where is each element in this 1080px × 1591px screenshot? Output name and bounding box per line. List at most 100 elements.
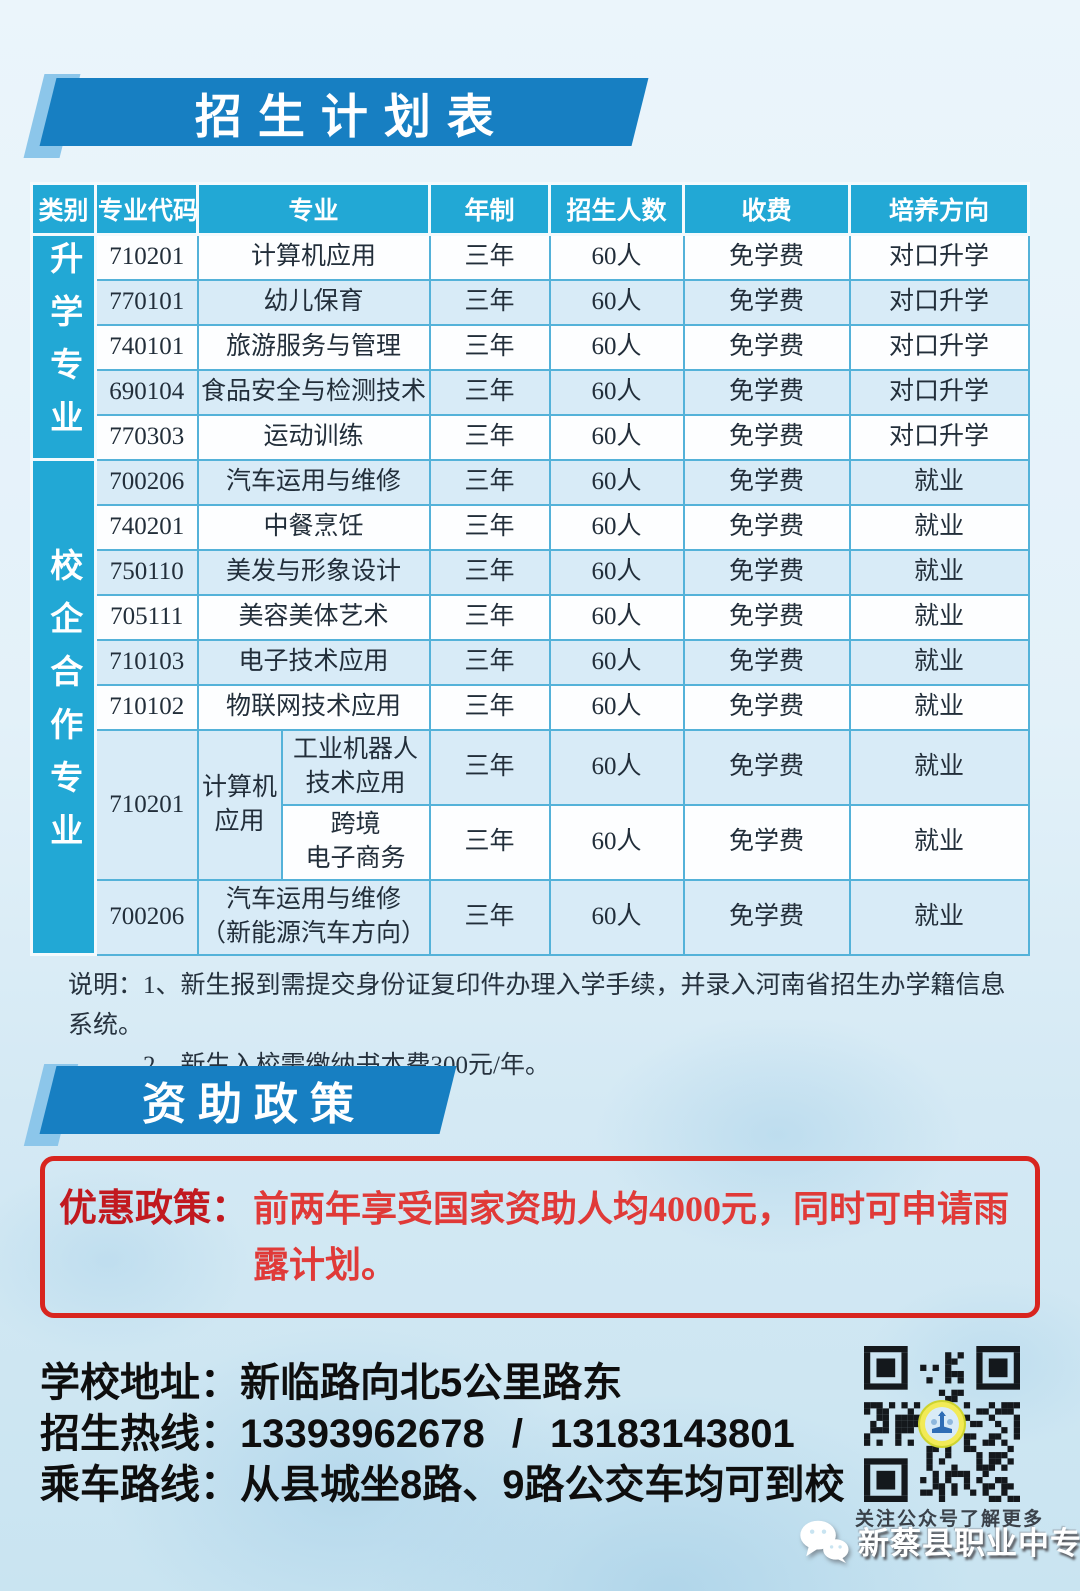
- school-name: 新蔡县职业中专: [858, 1526, 1080, 1561]
- table-cell: 美容美体艺术: [196, 593, 431, 641]
- column-header: 类别: [30, 182, 97, 236]
- policy-text: 前两年享受国家资助人均4000元，同时可申请雨露计划。: [253, 1189, 1010, 1285]
- table-cell: 60人: [548, 593, 685, 641]
- table-cell: 60人: [548, 458, 685, 506]
- table-cell: 60人: [548, 368, 685, 416]
- table-cell: 770303: [94, 413, 199, 461]
- table-cell: 三年: [428, 233, 551, 281]
- category-cell: 升学专业: [30, 233, 97, 461]
- table-cell: 60人: [548, 683, 685, 731]
- table-row: 升学专业 710201 计算机应用 三年 60人 免学费 对口升学: [30, 233, 1030, 461]
- table-cell: 就业: [848, 503, 1030, 551]
- table-cell: 免学费: [682, 728, 851, 806]
- column-header: 招生人数: [548, 182, 686, 236]
- enrollment-plan-title: 招生计划表: [194, 89, 510, 143]
- hotline-label: 招生热线：: [40, 1412, 240, 1456]
- table-cell: 食品安全与检测技术: [196, 368, 431, 416]
- table-cell: 汽车运用与维修 （新能源汽车方向）: [196, 878, 431, 956]
- table-cell: 705111: [94, 593, 199, 641]
- table-cell: 免学费: [682, 548, 851, 596]
- qr-code: [864, 1346, 1020, 1502]
- table-cell: 700206: [94, 458, 199, 506]
- table-cell: 对口升学: [848, 233, 1030, 281]
- funding-policy-banner: 资助政策: [23, 1064, 457, 1146]
- table-cell: 免学费: [682, 503, 851, 551]
- table-row: 770303 运动训练 三年 60人 免学费 对口升学: [32, 413, 1030, 461]
- table-cell: 计算机 应用: [196, 728, 283, 881]
- note-line-1: 说明：1、新生报到需提交身份证复印件办理入学手续，并录入河南省招生办学籍信息系统…: [68, 972, 1006, 1039]
- qr-code-pattern: [864, 1346, 1020, 1502]
- table-cell: 旅游服务与管理: [196, 323, 431, 371]
- table-cell: 对口升学: [848, 368, 1030, 416]
- table-cell: 电子技术应用: [196, 638, 431, 686]
- wechat-icon: [800, 1520, 849, 1563]
- enrollment-plan-banner: 招生计划表: [23, 74, 649, 158]
- table-cell: 就业: [848, 593, 1030, 641]
- table-cell: 740101: [94, 323, 199, 371]
- table-cell: 免学费: [682, 413, 851, 461]
- table-cell: 三年: [428, 323, 551, 371]
- table-cell: 60人: [548, 638, 685, 686]
- table-cell: 700206: [94, 878, 199, 956]
- school-address-line: 学校地址：新临路向北5公里路东: [40, 1358, 845, 1409]
- table-cell: 就业: [848, 458, 1030, 506]
- table-cell: 710201: [94, 728, 199, 881]
- table-cell: 三年: [428, 548, 551, 596]
- enrollment-plan-table: 类别 专业代码 专业 年制 招生人数 收费 培养方向 升学专业 710201 计算机应用 三年 60人…: [30, 182, 1031, 956]
- table-cell: 就业: [848, 878, 1030, 956]
- table-cell: 60人: [548, 803, 685, 881]
- column-header: 培养方向: [848, 182, 1031, 236]
- table-cell: 免学费: [682, 683, 851, 731]
- table-cell: 三年: [428, 458, 551, 506]
- table-cell: 750110: [94, 548, 199, 596]
- table-cell: 就业: [848, 803, 1030, 881]
- table-cell: 免学费: [682, 638, 851, 686]
- table-cell: 60人: [548, 323, 685, 371]
- table-cell: 三年: [428, 728, 551, 806]
- table-cell: 60人: [548, 413, 685, 461]
- table-cell: 免学费: [682, 593, 851, 641]
- preferential-policy-box: 优惠政策： 前两年享受国家资助人均4000元，同时可申请雨露计划。: [40, 1156, 1040, 1318]
- table-cell: 60人: [548, 503, 685, 551]
- table-cell: 工业机器人 技术应用: [280, 728, 431, 806]
- table-cell: 三年: [428, 368, 551, 416]
- table-cell: 三年: [428, 503, 551, 551]
- table-cell: 免学费: [682, 323, 851, 371]
- column-header: 收费: [682, 182, 852, 236]
- table-row: 710102 物联网技术应用 三年 60人 免学费 就业: [32, 683, 1030, 731]
- column-header: 专业: [195, 182, 432, 236]
- table-cell: 就业: [848, 683, 1030, 731]
- school-emblem-icon: [925, 1407, 959, 1441]
- table-cell: 770101: [94, 278, 199, 326]
- table-row: 710201 计算机 应用 工业机器人 技术应用 三年 60人 免学费 就业: [32, 728, 1030, 881]
- table-row: 770101 幼儿保育 三年 60人 免学费 对口升学: [32, 278, 1030, 326]
- table-cell: 就业: [848, 728, 1030, 806]
- banner-bar: 资助政策: [39, 1066, 457, 1134]
- contact-block: 学校地址：新临路向北5公里路东 招生热线：13393962678 / 13183…: [40, 1358, 845, 1511]
- table-cell: 美发与形象设计: [196, 548, 431, 596]
- policy-label: 优惠政策：: [59, 1188, 250, 1230]
- table-cell: 60人: [548, 728, 685, 806]
- table-cell: 对口升学: [848, 278, 1030, 326]
- table-cell: 计算机应用: [196, 233, 431, 281]
- table-cell: 汽车运用与维修: [196, 458, 431, 506]
- table-cell: 三年: [428, 278, 551, 326]
- table-cell: 三年: [428, 878, 551, 956]
- table-cell: 免学费: [682, 803, 851, 881]
- table-cell: 60人: [548, 278, 685, 326]
- bus-route-line: 乘车路线：从县城坐8路、9路公交车均可到校: [40, 1460, 845, 1511]
- address-label: 学校地址：: [40, 1361, 240, 1405]
- table-cell: 运动训练: [196, 413, 431, 461]
- table-cell: 幼儿保育: [196, 278, 431, 326]
- table-cell: 60人: [548, 233, 685, 281]
- table-row: 跨境 电子商务 三年 60人 免学费 就业: [32, 803, 1030, 881]
- table-row: 710103 电子技术应用 三年 60人 免学费 就业: [32, 638, 1030, 686]
- table-row: 700206 汽车运用与维修 （新能源汽车方向） 三年 60人 免学费 就业: [32, 878, 1030, 956]
- table-row: 750110 美发与形象设计 三年 60人 免学费 就业: [32, 548, 1030, 596]
- table-row: 740101 旅游服务与管理 三年 60人 免学费 对口升学: [32, 323, 1030, 371]
- table-cell: 三年: [428, 803, 551, 881]
- table-cell: 免学费: [682, 278, 851, 326]
- table-cell: 60人: [548, 548, 685, 596]
- table-cell: 免学费: [682, 458, 851, 506]
- address-value: 新临路向北5公里路东: [240, 1361, 623, 1405]
